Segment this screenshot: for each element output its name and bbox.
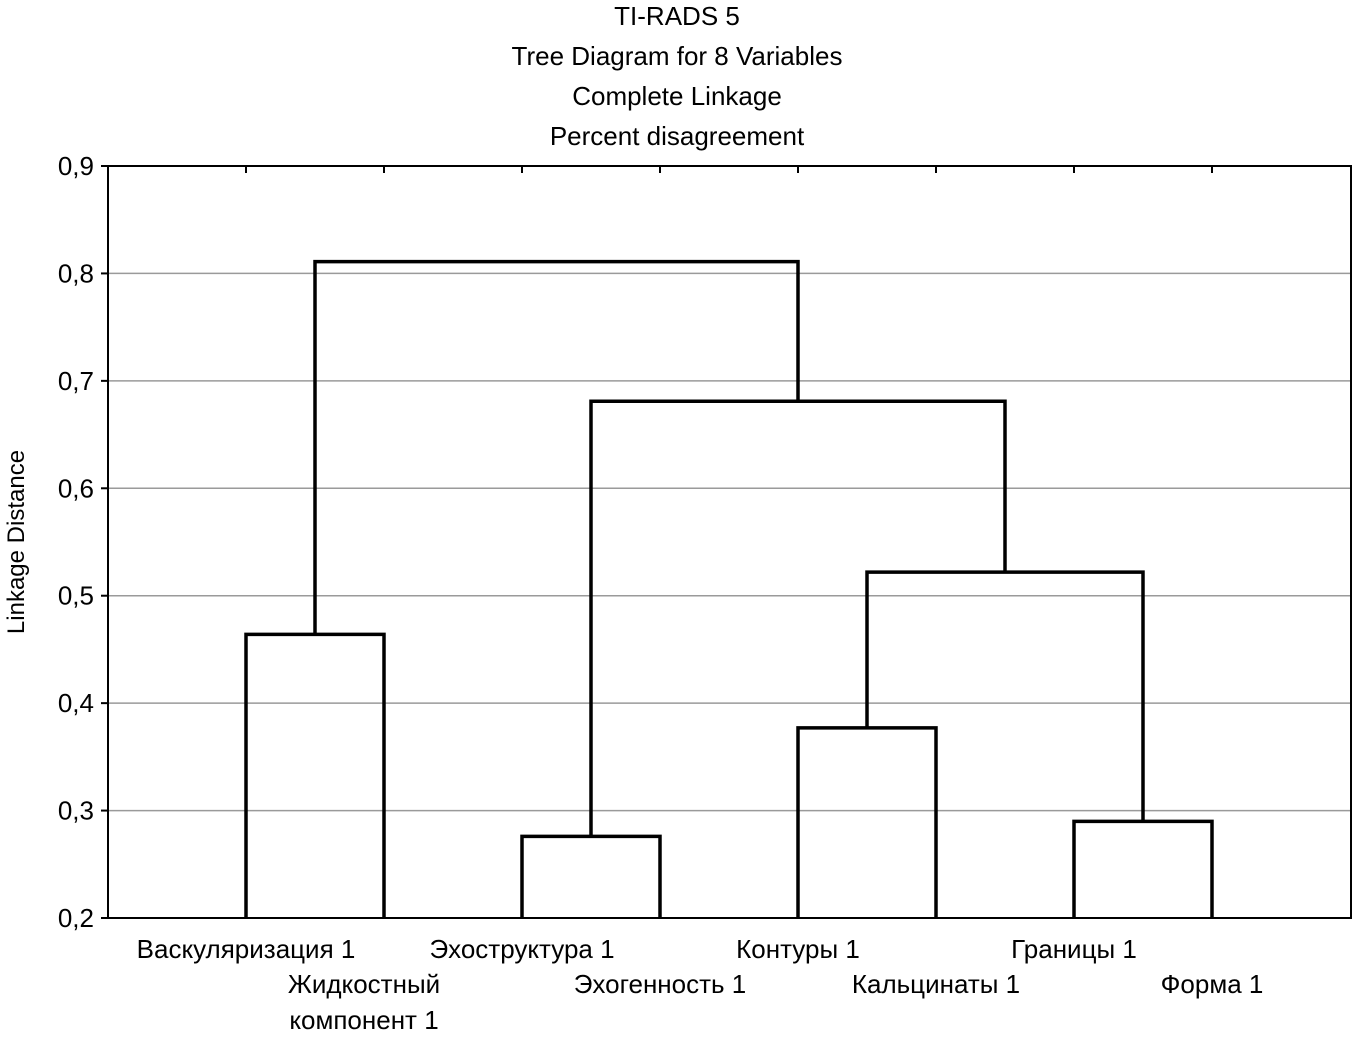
chart-title-line: TI-RADS 5 bbox=[614, 1, 740, 31]
y-tick-label: 0,2 bbox=[58, 903, 94, 933]
leaf-label: Эхогенность 1 bbox=[574, 969, 747, 999]
leaf-label: Кальцинаты 1 bbox=[852, 969, 1020, 999]
y-axis: 0,2 0,3 0,4 0,5 0,6 0,7 0,8 0,9 bbox=[58, 151, 108, 933]
y-tick-label: 0,6 bbox=[58, 473, 94, 503]
dendrogram-link bbox=[865, 570, 1145, 822]
y-tick-label: 0,4 bbox=[58, 688, 94, 718]
chart-title-line: Tree Diagram for 8 Variables bbox=[512, 41, 843, 71]
plot-area-frame bbox=[107, 165, 1352, 919]
dendrogram-link bbox=[244, 632, 386, 918]
leaf-label: Форма 1 bbox=[1161, 969, 1264, 999]
y-tick-label: 0,8 bbox=[58, 258, 94, 288]
leaf-label: Границы 1 bbox=[1011, 934, 1137, 964]
y-tick-label: 0,3 bbox=[58, 796, 94, 826]
x-axis bbox=[245, 166, 1213, 918]
y-axis-label: Linkage Distance bbox=[3, 450, 30, 634]
gridlines bbox=[108, 272, 1351, 812]
leaf-label: Эхоструктура 1 bbox=[429, 934, 614, 964]
leaf-label: компонент 1 bbox=[289, 1005, 438, 1035]
chart-title-line: Complete Linkage bbox=[572, 81, 782, 111]
dendrogram-link bbox=[796, 726, 938, 918]
leaf-label: Жидкостный bbox=[288, 969, 440, 999]
dendrogram-links bbox=[244, 259, 1214, 918]
dendrogram-link bbox=[313, 259, 800, 635]
y-tick-label: 0,7 bbox=[58, 366, 94, 396]
y-tick-label: 0,9 bbox=[58, 151, 94, 181]
leaf-label: Контуры 1 bbox=[736, 934, 860, 964]
dendrogram-link bbox=[520, 834, 662, 918]
y-tick-label: 0,5 bbox=[58, 581, 94, 611]
dendrogram-link bbox=[1072, 819, 1214, 918]
chart-title: TI-RADS 5 Tree Diagram for 8 Variables Com… bbox=[512, 1, 843, 151]
leaf-labels: Васкуляризация 1 Жидкостный компонент 1 Эхо… bbox=[137, 934, 1264, 1035]
leaf-label: Васкуляризация 1 bbox=[137, 934, 356, 964]
chart-title-line: Percent disagreement bbox=[550, 121, 805, 151]
